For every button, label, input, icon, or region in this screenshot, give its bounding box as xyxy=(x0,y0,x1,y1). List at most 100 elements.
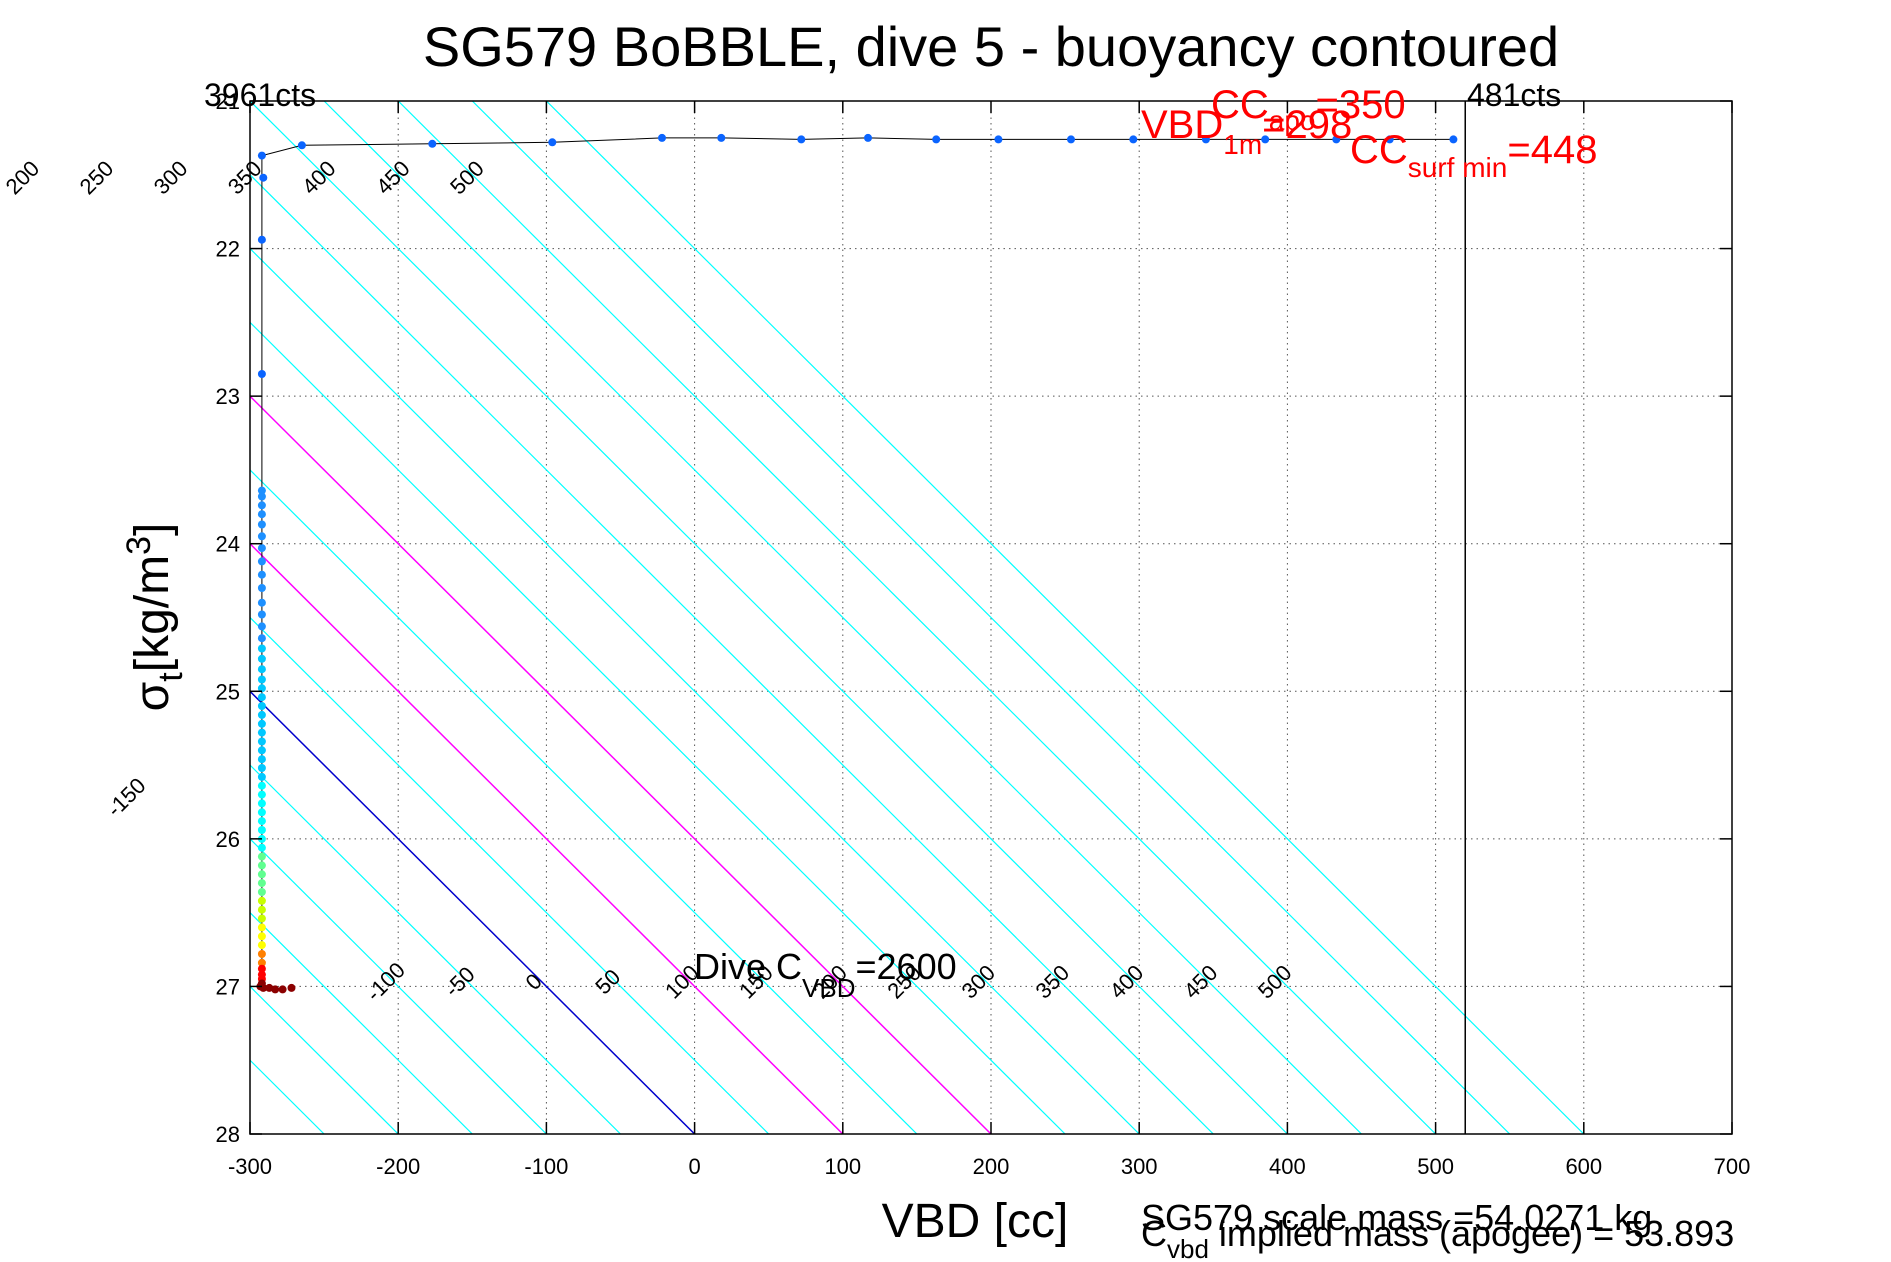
data-point xyxy=(257,808,266,817)
dive-c-main: Dive C xyxy=(694,946,802,987)
contour-label: 450 xyxy=(371,156,415,200)
buoyancy-contour-line xyxy=(250,616,770,1134)
data-point xyxy=(257,826,266,834)
cc-surf-sub: surf min xyxy=(1408,152,1508,183)
data-point xyxy=(548,138,557,147)
buoyancy-contour-line xyxy=(250,101,1288,1134)
implied-mass-main: C xyxy=(1141,1213,1167,1254)
data-point xyxy=(257,622,266,631)
data-point xyxy=(257,584,266,592)
buoyancy-contour-line xyxy=(250,542,844,1134)
implied-mass-sub: vbd xyxy=(1167,1234,1209,1262)
data-point xyxy=(257,964,266,973)
data-point xyxy=(259,173,268,182)
data-point xyxy=(257,932,266,941)
data-point xyxy=(257,544,266,553)
contour-label: -100 xyxy=(361,957,410,1006)
data-point xyxy=(257,598,266,607)
y-label-sub: t xyxy=(152,672,190,682)
data-point xyxy=(1449,135,1458,144)
data-point xyxy=(257,684,266,693)
buoyancy-contour-line xyxy=(323,101,1362,1134)
contour-label: 500 xyxy=(1253,960,1297,1004)
data-point xyxy=(257,905,266,914)
data-point xyxy=(257,914,266,923)
x-tick-label: 400 xyxy=(1269,1154,1306,1179)
chart-title: SG579 BoBBLE, dive 5 - buoyancy contoure… xyxy=(423,15,1559,78)
y-axis-label: σt[kg/m3] xyxy=(120,523,190,712)
data-point xyxy=(287,983,296,992)
vbd-1m-main: VBD xyxy=(1141,103,1223,147)
x-tick-label: 600 xyxy=(1565,1154,1602,1179)
buoyancy-contour-line xyxy=(250,395,992,1134)
data-point xyxy=(257,710,266,719)
data-point xyxy=(257,557,266,566)
dive-c-value: =2600 xyxy=(856,946,957,987)
buoyancy-contour-line xyxy=(250,985,399,1134)
left-corner-label: 3961cts xyxy=(204,77,316,113)
data-point xyxy=(257,790,266,799)
dive-c-sub: VBD xyxy=(802,973,855,1003)
vbd-1m-value: =298 xyxy=(1262,103,1352,147)
cc-apo-value: =350 xyxy=(1316,83,1406,127)
vbd-1m-sub: 1m xyxy=(1223,129,1262,160)
cc-apo-main: CC xyxy=(1211,83,1269,127)
data-point xyxy=(257,772,266,781)
cc-surf-main: CC xyxy=(1350,128,1408,172)
buoyancy-contour-line xyxy=(0,101,102,1134)
x-axis-label: VBD [cc] xyxy=(882,1195,1069,1248)
data-point xyxy=(257,520,266,529)
x-tick-label: -100 xyxy=(524,1154,568,1179)
data-point xyxy=(271,985,280,994)
data-point xyxy=(257,888,266,896)
data-point xyxy=(257,151,266,160)
data-point xyxy=(428,139,437,148)
data-point xyxy=(257,235,266,244)
data-point xyxy=(257,634,266,643)
buoyancy-contour-line xyxy=(250,690,696,1134)
y-label-sigma: σ xyxy=(126,682,179,712)
buoyancy-contour-line xyxy=(397,101,1437,1134)
data-point xyxy=(297,141,306,150)
data-point xyxy=(257,693,266,702)
buoyancy-contour-line xyxy=(545,101,1585,1134)
data-point xyxy=(257,675,266,684)
buoyancy-contour-line xyxy=(250,173,1214,1134)
axis-ticks: -300 -200 -100 0 100 200 300 400 500 600 700212223… xyxy=(216,89,1751,1179)
y-tick-label: 28 xyxy=(216,1122,240,1147)
buoyancy-contour-line xyxy=(250,764,621,1134)
cc-surf-value: =448 xyxy=(1507,128,1597,172)
y-tick-label: 23 xyxy=(216,384,240,409)
data-point xyxy=(1201,135,1210,144)
data-point xyxy=(864,133,872,142)
data-point xyxy=(257,799,266,808)
data-point xyxy=(797,135,806,144)
data-point xyxy=(994,135,1003,144)
contour-labels: -400-350-300-250-200-150-100-50050100150… xyxy=(1,156,1297,1006)
cc-apogee-annotation: CCapo=350 xyxy=(1211,83,1406,136)
contour-label: -150 xyxy=(102,773,151,822)
data-point xyxy=(1261,135,1270,144)
data-point xyxy=(278,985,287,994)
buoyancy-contour-line xyxy=(250,469,918,1134)
data-point xyxy=(257,644,266,653)
data-point xyxy=(257,861,266,870)
data-point xyxy=(257,958,266,967)
contour-label: 350 xyxy=(1031,960,1075,1004)
data-point xyxy=(257,737,266,746)
data-point xyxy=(257,852,266,861)
buoyancy-contour-line xyxy=(0,101,28,1134)
data-point xyxy=(257,870,266,879)
data-point xyxy=(257,950,266,958)
buoyancy-contour-line xyxy=(250,911,473,1134)
data-point xyxy=(257,843,266,852)
contour-label: 400 xyxy=(297,156,341,200)
data-point xyxy=(257,728,266,737)
right-corner-label: 481cts xyxy=(1467,77,1561,113)
dive-trace-line xyxy=(261,137,1454,987)
dive-trace xyxy=(261,137,1454,987)
contour-label: 250 xyxy=(75,156,119,200)
data-point xyxy=(257,532,266,541)
x-tick-label: 0 xyxy=(688,1154,700,1179)
